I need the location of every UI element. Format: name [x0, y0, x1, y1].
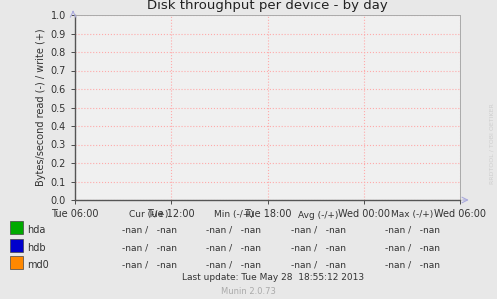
Text: -nan /   -nan: -nan / -nan	[206, 260, 261, 269]
Text: -nan /   -nan: -nan / -nan	[122, 243, 176, 252]
Text: Cur (-/+): Cur (-/+)	[129, 210, 169, 219]
Text: -nan /   -nan: -nan / -nan	[122, 260, 176, 269]
Text: Max (-/+): Max (-/+)	[391, 210, 434, 219]
Text: Last update: Tue May 28  18:55:12 2013: Last update: Tue May 28 18:55:12 2013	[182, 274, 364, 283]
Text: -nan /   -nan: -nan / -nan	[291, 225, 345, 234]
Text: -nan /   -nan: -nan / -nan	[291, 243, 345, 252]
Text: -nan /   -nan: -nan / -nan	[385, 243, 440, 252]
Text: hda: hda	[27, 225, 45, 235]
Text: hdb: hdb	[27, 243, 46, 253]
Text: -nan /   -nan: -nan / -nan	[291, 260, 345, 269]
Text: -nan /   -nan: -nan / -nan	[206, 225, 261, 234]
Title: Disk throughput per device - by day: Disk throughput per device - by day	[147, 0, 388, 13]
Text: Munin 2.0.73: Munin 2.0.73	[221, 286, 276, 295]
Text: Min (-/+): Min (-/+)	[214, 210, 253, 219]
Y-axis label: Bytes/second read (-) / write (+): Bytes/second read (-) / write (+)	[36, 29, 46, 186]
Text: -nan /   -nan: -nan / -nan	[385, 260, 440, 269]
Text: Avg (-/+): Avg (-/+)	[298, 210, 338, 219]
Text: md0: md0	[27, 260, 49, 270]
Text: -nan /   -nan: -nan / -nan	[206, 243, 261, 252]
Text: -nan /   -nan: -nan / -nan	[385, 225, 440, 234]
Text: -nan /   -nan: -nan / -nan	[122, 225, 176, 234]
Text: RRDTOOL / TOBI OETIKER: RRDTOOL / TOBI OETIKER	[490, 103, 495, 184]
